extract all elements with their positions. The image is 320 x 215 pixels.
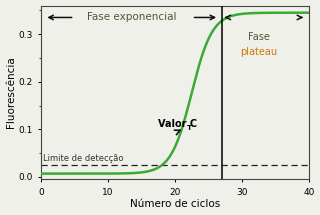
Text: Fase: Fase	[248, 32, 269, 41]
Y-axis label: Fluorescência: Fluorescência	[5, 57, 16, 128]
Text: Valor C: Valor C	[158, 119, 197, 129]
Text: Limite de detecção: Limite de detecção	[43, 154, 124, 163]
Text: Fase exponencial: Fase exponencial	[87, 12, 176, 22]
X-axis label: Número de ciclos: Número de ciclos	[130, 200, 220, 209]
Text: plateau: plateau	[240, 47, 277, 57]
Text: T: T	[187, 125, 192, 131]
